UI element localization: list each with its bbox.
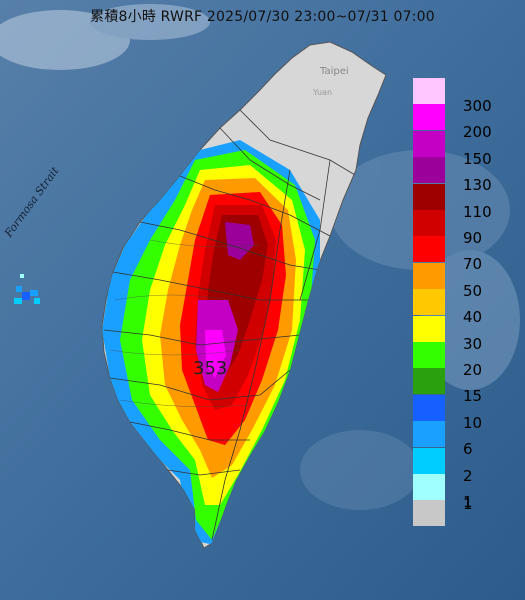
rainfall-field <box>102 140 320 545</box>
map-title: 累積8小時 RWRF 2025/07/30 23:00~07/31 07:00 <box>90 9 435 25</box>
legend-swatch <box>413 130 445 157</box>
legend-swatch <box>413 394 445 421</box>
legend-swatch <box>413 368 445 395</box>
county-borders <box>103 109 356 541</box>
legend-swatch <box>413 183 445 210</box>
legend-swatch <box>413 78 445 104</box>
city-small-label: Yuan <box>313 88 333 97</box>
legend-label: 30 <box>463 334 483 353</box>
legend-swatch <box>413 236 445 263</box>
legend-swatch <box>413 157 445 184</box>
legend-swatch <box>413 315 445 342</box>
legend-label: 110 <box>463 202 492 221</box>
legend-label: 150 <box>463 149 492 168</box>
legend-label: 15 <box>463 387 483 406</box>
legend-swatch <box>413 289 445 316</box>
legend-label: 90 <box>463 229 483 247</box>
legend-swatch <box>413 104 445 131</box>
legend-label: 6 <box>463 440 473 459</box>
legend-label: 50 <box>463 281 483 300</box>
legend-bottom-label: 1 <box>463 495 473 514</box>
rivers <box>109 239 261 407</box>
legend-label: 2 <box>463 466 473 485</box>
legend-swatch <box>413 421 445 448</box>
legend-swatch <box>413 342 445 368</box>
legend-swatch <box>413 474 445 500</box>
legend-swatch <box>413 210 445 236</box>
legend-label: 70 <box>463 255 483 274</box>
legend-swatch <box>413 262 445 289</box>
offshore-rain-cells <box>14 274 40 304</box>
legend-label: 300 <box>463 97 492 115</box>
max-rainfall-value: 353 <box>193 358 228 379</box>
legend-label: 10 <box>463 413 483 432</box>
legend-swatch <box>413 500 445 527</box>
legend-label: 1 <box>463 493 473 511</box>
legend-label: 130 <box>463 176 492 195</box>
legend-label: 20 <box>463 361 483 379</box>
legend-label: 40 <box>463 308 483 327</box>
legend-label: 200 <box>463 123 492 142</box>
legend-swatch <box>413 447 445 474</box>
city-label: Taipei <box>320 66 349 77</box>
